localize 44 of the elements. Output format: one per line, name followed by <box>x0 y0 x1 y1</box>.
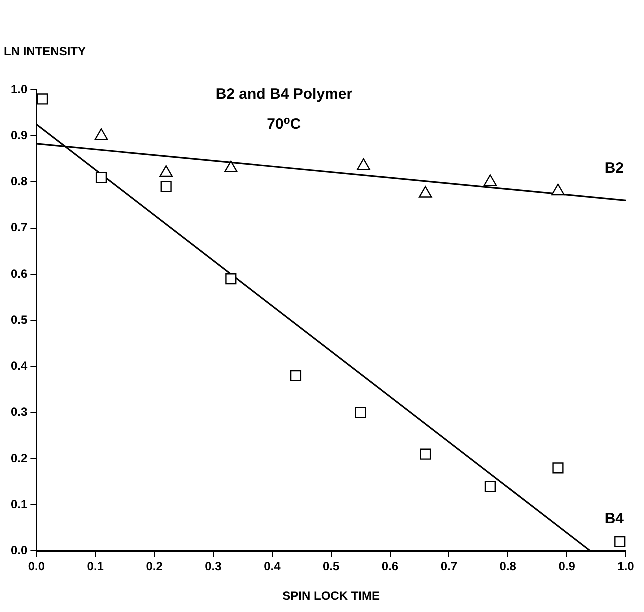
point <box>160 181 172 192</box>
y-tick-label: 1.0 <box>10 82 28 96</box>
x-tick-label: 0.0 <box>28 560 46 574</box>
y-tick-label: 0.4 <box>10 359 28 374</box>
x-tick-label: 0.2 <box>146 560 164 574</box>
y-tick-label: 0.7 <box>10 220 28 235</box>
point <box>160 165 173 178</box>
x-tick-label: 0.1 <box>87 560 104 574</box>
point <box>94 128 108 140</box>
chart-title: B2 and B4 Polymer <box>216 86 353 104</box>
x-tick-label: 0.3 <box>205 560 222 574</box>
text: 70⁰C <box>267 116 302 134</box>
point <box>484 174 498 186</box>
point <box>552 462 564 474</box>
point <box>355 407 366 418</box>
x-tick-label: 1.0 <box>618 560 635 574</box>
y-tick-label: 0.2 <box>10 451 28 466</box>
y-tick-label: 0.3 <box>10 405 28 420</box>
series-label: B4 <box>604 510 625 528</box>
point <box>290 370 302 382</box>
point <box>420 448 432 460</box>
x-tick-label: 0.4 <box>264 560 282 574</box>
x-tick-label: 0.6 <box>382 560 399 574</box>
y-tick-label: 0.9 <box>10 128 28 142</box>
point <box>224 160 238 173</box>
point <box>484 481 496 492</box>
x-tick-label: 0.7 <box>440 560 458 574</box>
y-tick-label: 0.6 <box>10 266 28 281</box>
x-tick-label: 0.8 <box>500 560 517 574</box>
x-tick-label: 0.9 <box>558 560 576 574</box>
x-axis-title: SPIN LOCK TIME <box>282 589 380 604</box>
point <box>226 274 237 285</box>
point <box>552 184 565 196</box>
series-label: B2 <box>604 160 624 177</box>
x-tick-label: 0.5 <box>322 560 340 574</box>
y-axis-title: LN INTENSITY <box>4 44 86 58</box>
point <box>357 158 370 170</box>
point <box>96 172 108 184</box>
y-tick-label: 0.5 <box>10 312 28 327</box>
point <box>614 536 626 548</box>
y-tick-label: 0.8 <box>10 174 28 189</box>
y-tick-label: 0.0 <box>10 544 28 558</box>
point <box>418 186 432 198</box>
y-tick-label: 0.1 <box>10 497 28 512</box>
